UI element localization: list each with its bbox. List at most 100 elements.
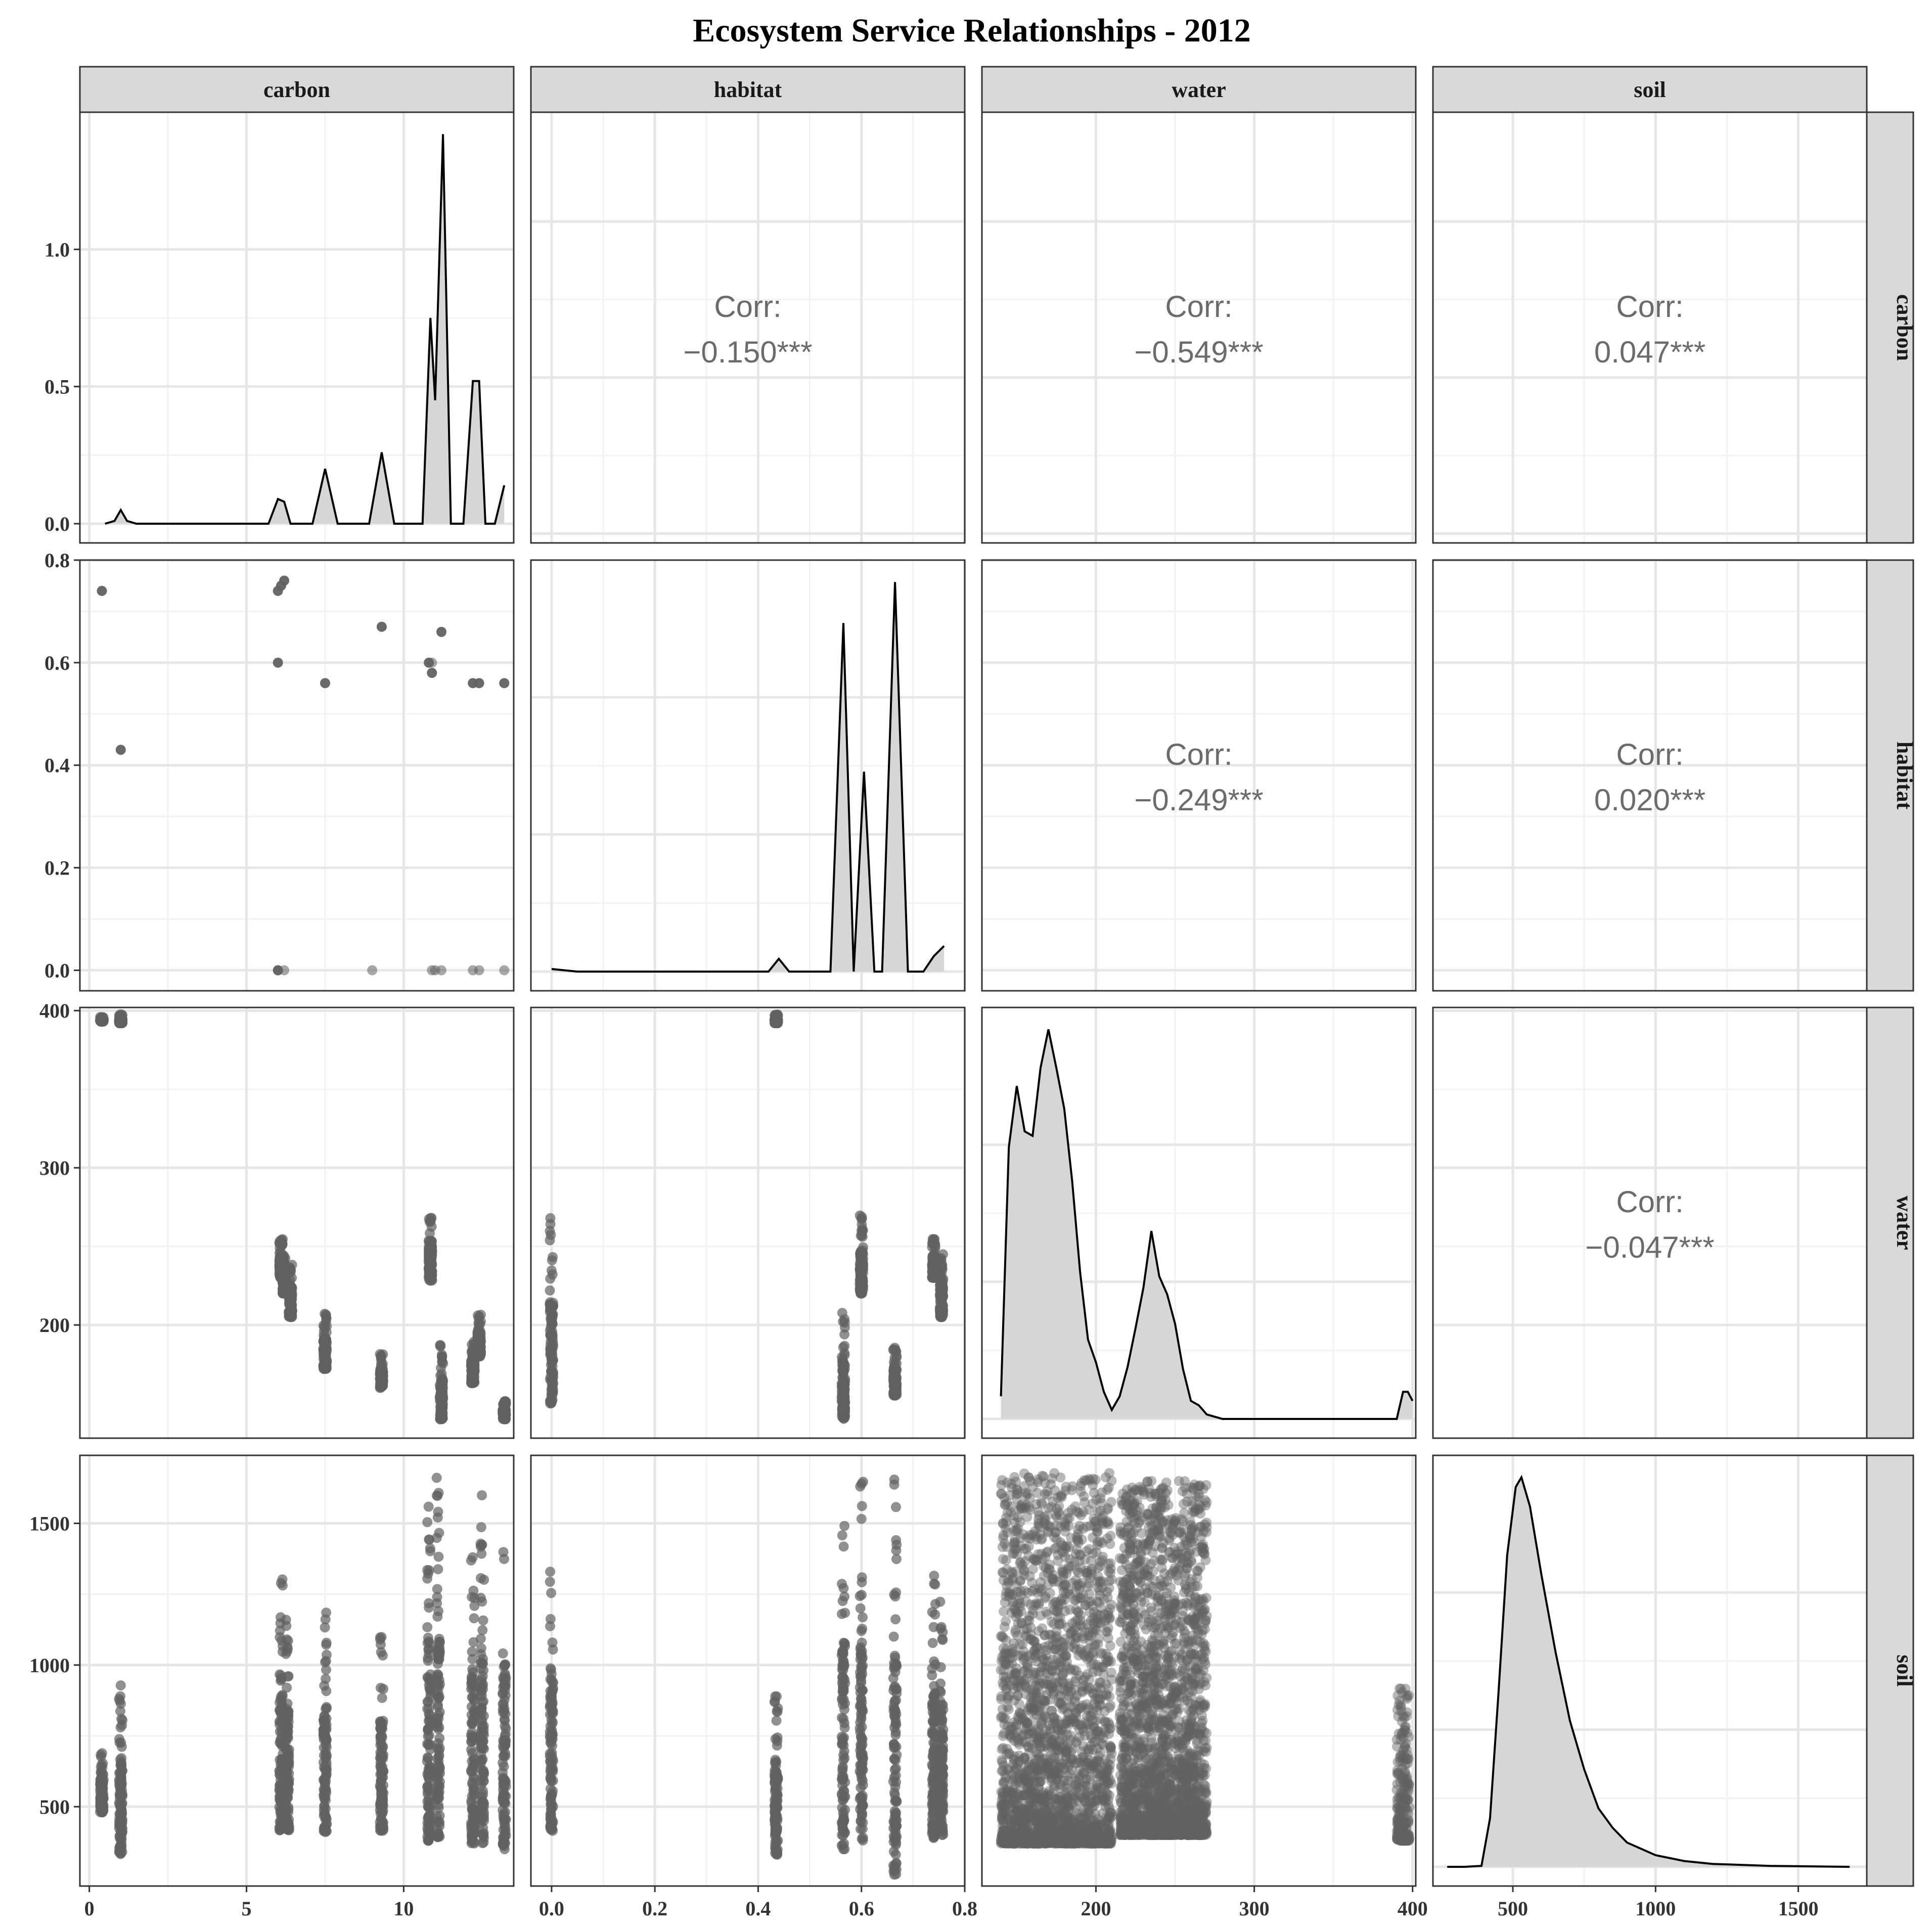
- scatter-point: [116, 1737, 126, 1748]
- panel-background: [1433, 112, 1867, 543]
- scatter-point: [321, 1343, 332, 1353]
- scatter-point: [838, 1342, 848, 1353]
- scatter-point: [116, 1843, 127, 1854]
- corr-value: 0.047***: [1594, 335, 1705, 369]
- scatter-point: [437, 1396, 447, 1406]
- scatter-point: [435, 1370, 446, 1381]
- density-line: [105, 134, 506, 525]
- scatter-point: [838, 1816, 848, 1827]
- scatter-point: [117, 1009, 127, 1020]
- scatter-point: [889, 1682, 900, 1693]
- scatter-point: [476, 1522, 486, 1533]
- scatter-point: [547, 1309, 558, 1320]
- scatter-point: [427, 657, 437, 668]
- scatter-point: [284, 1745, 294, 1755]
- scatter-point: [838, 1694, 849, 1705]
- scatter-point: [284, 1778, 294, 1789]
- scatter-point: [891, 1539, 902, 1550]
- scatter-point: [97, 1779, 108, 1790]
- scatter-point: [890, 1346, 901, 1357]
- scatter-point: [321, 1702, 332, 1712]
- scatter-point: [423, 1632, 433, 1643]
- scatter-point: [498, 1793, 508, 1804]
- scatter-point: [839, 1844, 850, 1854]
- scatter-point: [856, 1732, 867, 1742]
- scatter-point: [424, 1275, 434, 1286]
- scatter-point: [431, 1794, 442, 1804]
- scatter-point: [436, 627, 446, 637]
- scatter-point: [545, 1567, 556, 1577]
- scatter-point: [837, 1774, 847, 1784]
- scatter-point: [434, 1528, 444, 1538]
- scatter-point: [837, 1660, 848, 1671]
- scatter-point: [838, 1356, 848, 1367]
- scatter-point: [424, 1730, 434, 1740]
- scatter-point: [423, 1501, 434, 1512]
- scatter-point: [837, 1763, 848, 1774]
- scatter-point: [275, 1238, 286, 1249]
- scatter-point: [546, 1388, 557, 1399]
- scatter-point: [425, 1546, 436, 1556]
- scatter-point: [838, 1412, 849, 1423]
- scatter-point: [888, 1631, 899, 1642]
- scatter-point: [927, 1799, 937, 1809]
- corr-value: −0.047***: [1585, 1230, 1714, 1264]
- scatter-point: [467, 1552, 478, 1563]
- scatter-point: [546, 1367, 557, 1378]
- scatter-point: [498, 1805, 508, 1815]
- scatter-point: [278, 1254, 289, 1264]
- scatter-point: [321, 1674, 331, 1684]
- scatter-point: [856, 1513, 867, 1524]
- scatter-point: [477, 1754, 488, 1765]
- scatter-point: [857, 1624, 868, 1634]
- panel-border: [79, 1006, 515, 1439]
- panel-border: [1432, 559, 1868, 992]
- panel-background: [80, 560, 514, 991]
- scatter-point: [890, 1591, 901, 1602]
- scatter-point: [498, 1547, 509, 1557]
- scatter-point: [935, 1596, 946, 1607]
- scatter-point: [423, 1653, 433, 1664]
- panel-water-soil: Corr:−0.047***: [1432, 1006, 1868, 1439]
- scatter-point: [321, 1785, 331, 1796]
- scatter-point: [889, 1772, 900, 1782]
- panel-background: [1433, 560, 1867, 991]
- scatter-point: [477, 1697, 487, 1708]
- row-strip-label-water: water: [1892, 1196, 1917, 1250]
- scatter-point: [116, 1833, 127, 1843]
- scatter-point: [97, 1762, 108, 1773]
- scatter-point: [855, 1481, 866, 1492]
- scatter-point: [927, 1638, 938, 1648]
- scatter-point: [891, 1502, 901, 1512]
- scatter-point: [858, 1832, 868, 1843]
- scatter-point: [499, 965, 510, 976]
- panel-soil-habitat: [530, 1454, 966, 1887]
- scatter-point: [283, 1802, 294, 1812]
- scatter-point: [321, 1309, 331, 1320]
- scatter-point: [855, 1701, 865, 1712]
- scatter-point: [376, 1730, 387, 1740]
- scatter-point: [474, 965, 484, 976]
- scatter-point: [273, 965, 283, 976]
- panel-border: [981, 111, 1417, 544]
- scatter-point: [546, 1817, 556, 1827]
- scatter-point: [475, 1633, 486, 1644]
- panel-border: [530, 111, 966, 544]
- scatter-point: [433, 1713, 444, 1724]
- scatter-point: [437, 1352, 447, 1362]
- scatter-point: [97, 1748, 107, 1759]
- scatter-point: [839, 1704, 849, 1715]
- scatter-point: [857, 1590, 867, 1600]
- scatter-point: [545, 1614, 556, 1624]
- scatter-point: [889, 1754, 900, 1764]
- scatter-point: [838, 1637, 849, 1648]
- scatter-point: [545, 1730, 555, 1741]
- scatter-point: [283, 1635, 293, 1646]
- scatter-point: [320, 1814, 331, 1825]
- scatter-point: [479, 1575, 489, 1585]
- scatter-point: [547, 1348, 557, 1359]
- scatter-point: [283, 1711, 294, 1721]
- strip-carbon: [79, 66, 515, 113]
- corr-label: Corr:: [714, 290, 781, 324]
- scatter-point: [938, 1249, 948, 1260]
